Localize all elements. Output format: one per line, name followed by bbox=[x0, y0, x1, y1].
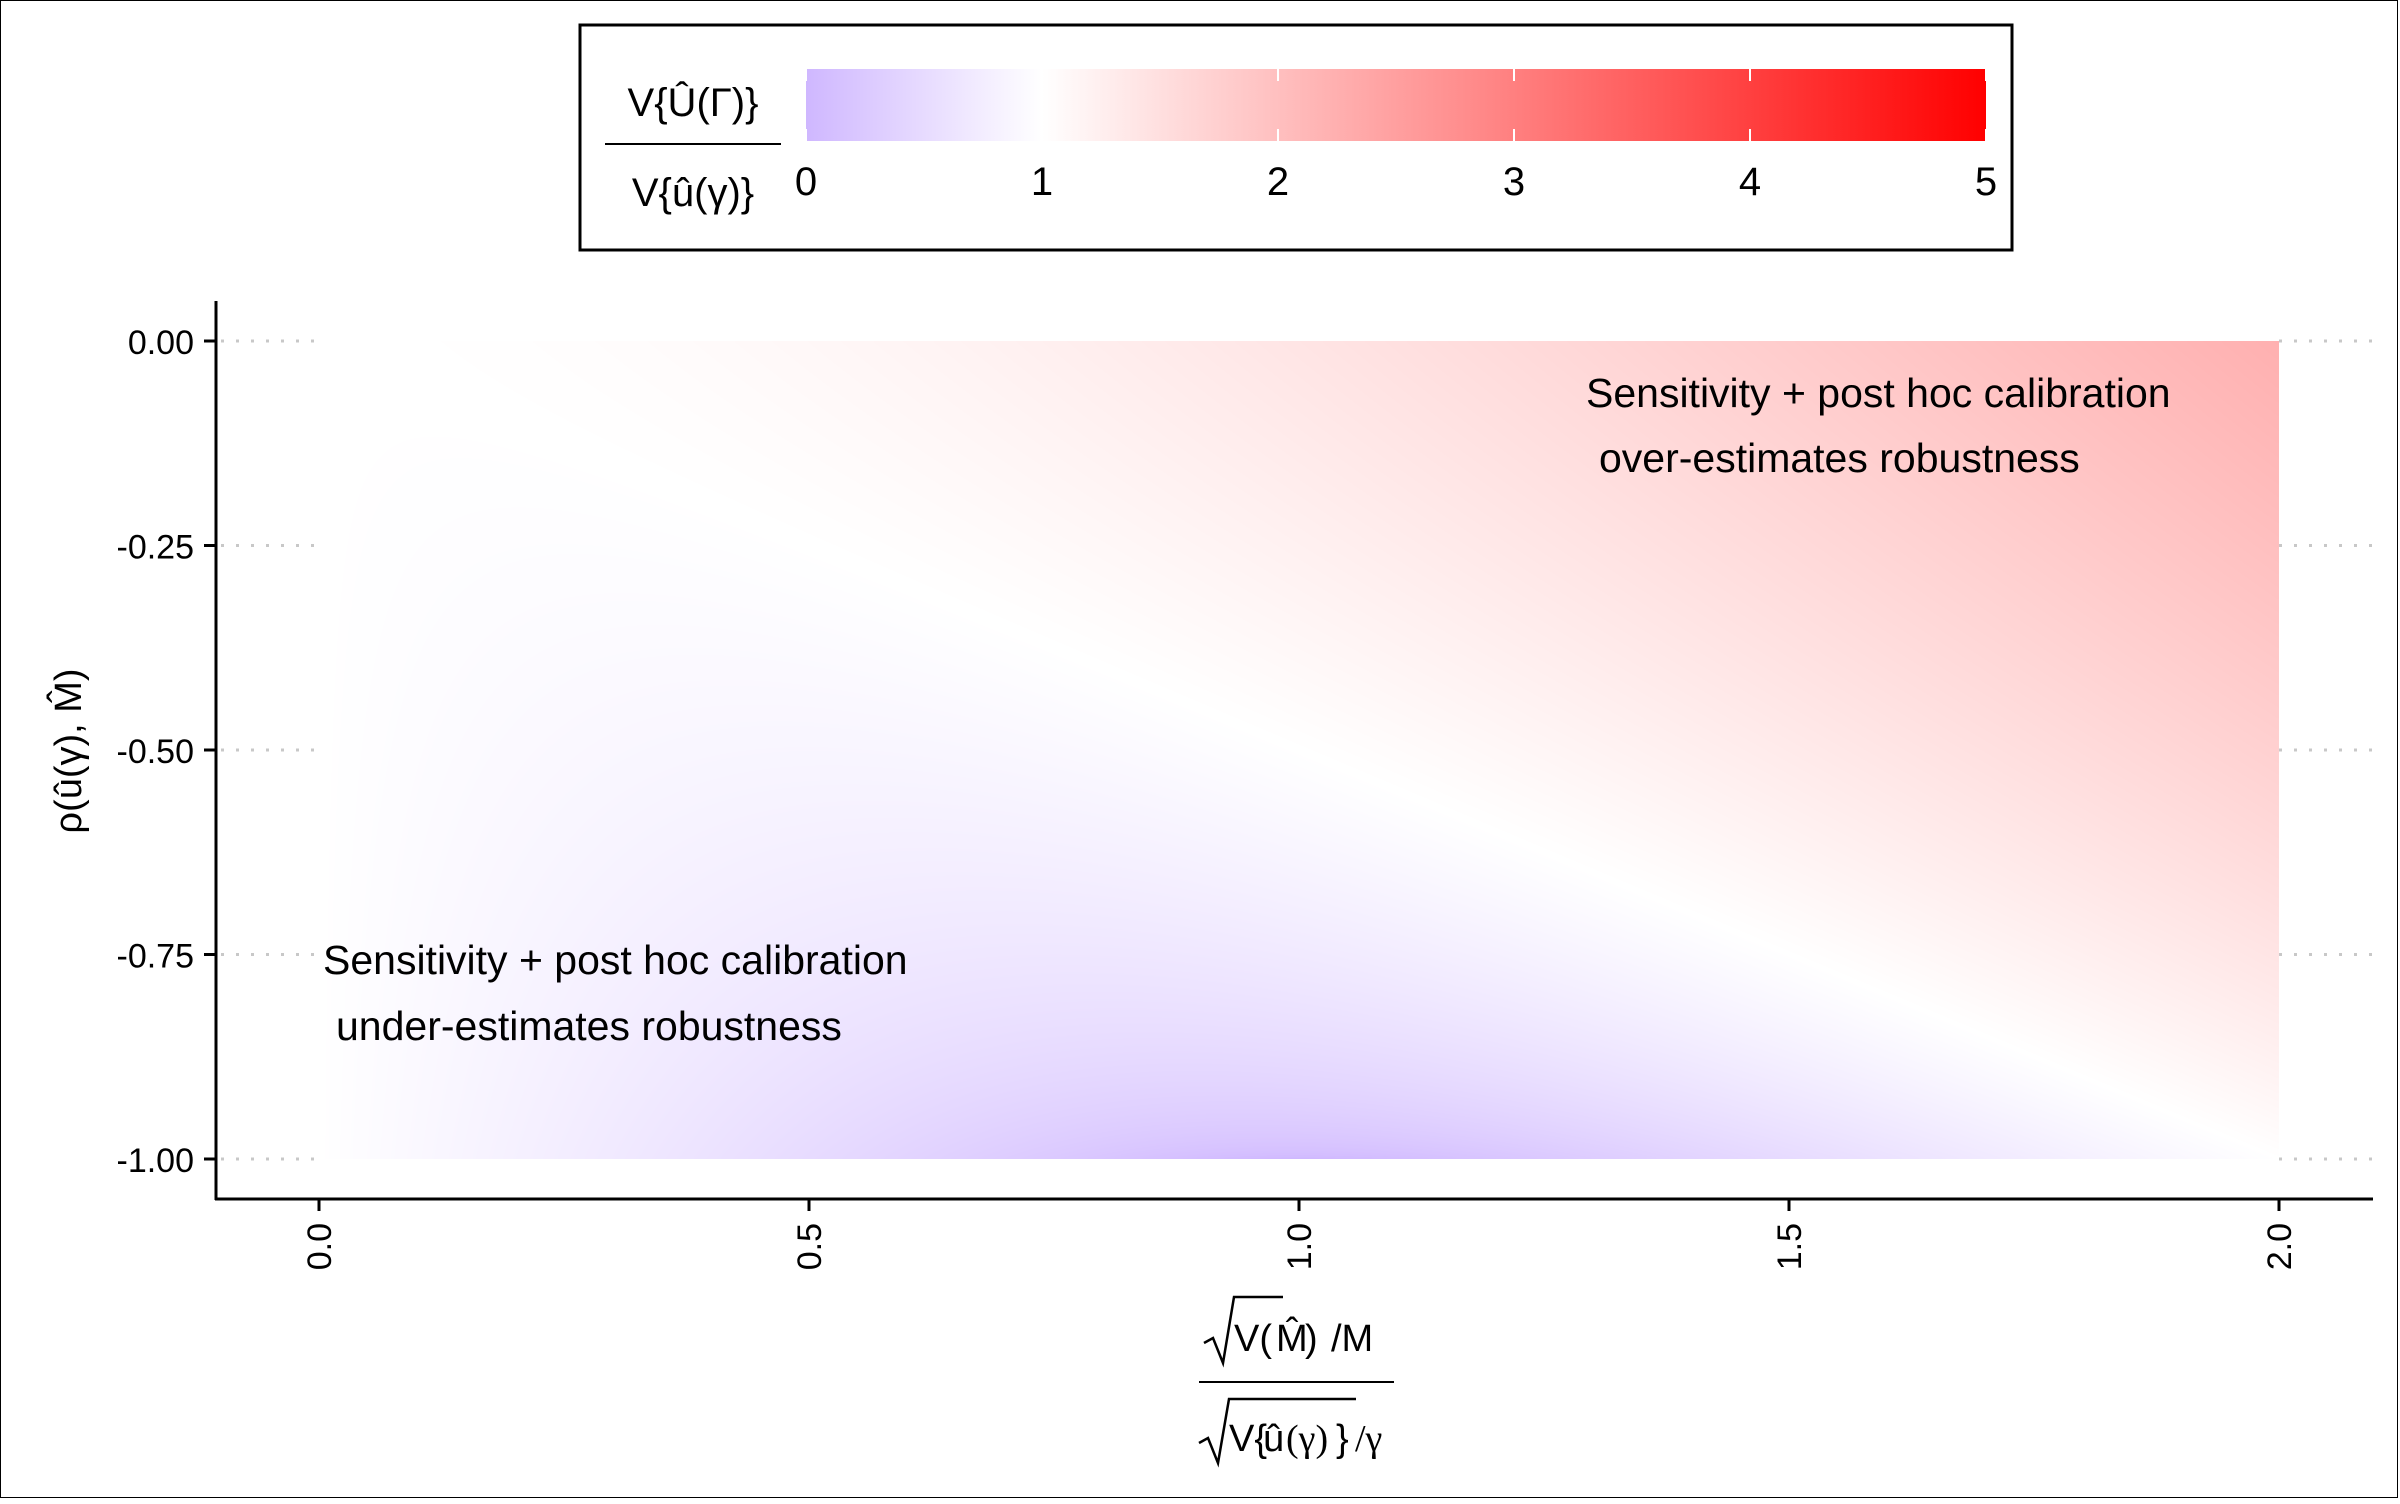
x-label-den-tail: /γ bbox=[1355, 1418, 1382, 1460]
colorbar-tick-label-2: 2 bbox=[1267, 160, 1289, 204]
colorbar-legend: V{Û(Γ)} V{û(γ)} 0 1 2 3 4 5 bbox=[578, 23, 2014, 252]
y-tick-label-0: 0.00 bbox=[128, 324, 194, 362]
colorbar-title-denominator: V{û(γ)} bbox=[632, 171, 754, 215]
colorbar-tick-label-0: 0 bbox=[795, 160, 817, 204]
annotation-under: Sensitivity + post hoc calibration under… bbox=[323, 937, 908, 1049]
colorbar-tick-label-1: 1 bbox=[1031, 160, 1053, 204]
y-tick-label-2: -0.50 bbox=[117, 733, 195, 771]
annotation-over: Sensitivity + post hoc calibration over-… bbox=[1586, 370, 2171, 481]
x-tick-label-3: 1.5 bbox=[1771, 1223, 1809, 1270]
gridlines bbox=[221, 339, 2381, 1161]
heatmap-surface bbox=[319, 341, 2279, 1159]
x-label-num-var: M̂ bbox=[1276, 1316, 1308, 1360]
x-label-num-tail: /M bbox=[1331, 1318, 1373, 1360]
y-tick-label-4: -1.00 bbox=[117, 1142, 195, 1180]
colorbar-ticks: 0 1 2 3 4 5 bbox=[795, 69, 1997, 204]
x-label-den-arg: (γ) bbox=[1286, 1418, 1328, 1460]
annotation-under-line1: Sensitivity + post hoc calibration bbox=[323, 937, 908, 983]
x-label-num-suffix: ) bbox=[1305, 1318, 1318, 1360]
x-label-den-suffix: } bbox=[1336, 1418, 1349, 1460]
plot-area: 0.00 -0.25 -0.50 -0.75 -1.00 0.0 0.5 1.0 1.5 2.0… bbox=[117, 301, 2381, 1270]
x-axis-label: V( M̂ ) /M V{ û (γ) } /γ bbox=[1198, 1295, 1394, 1468]
y-tick-label-1: -0.25 bbox=[117, 529, 195, 567]
colorbar-tick-label-4: 4 bbox=[1739, 160, 1761, 204]
annotation-under-line2: under-estimates robustness bbox=[336, 1003, 842, 1049]
x-tick-label-2: 1.0 bbox=[1281, 1223, 1319, 1270]
colorbar-gradient bbox=[806, 69, 1986, 141]
colorbar-tick-label-3: 3 bbox=[1503, 160, 1525, 204]
y-axis-label: ρ(û(γ), M̂) bbox=[46, 668, 90, 833]
x-label-den-radical bbox=[1198, 1397, 1356, 1468]
colorbar-title-numerator: V{Û(Γ)} bbox=[628, 80, 759, 125]
y-tick-label-3: -0.75 bbox=[117, 938, 195, 976]
x-axis-ticks: 0.0 0.5 1.0 1.5 2.0 bbox=[301, 1199, 2299, 1270]
x-label-num-prefix: V( bbox=[1234, 1318, 1272, 1360]
colorbar-tick-label-5: 5 bbox=[1975, 160, 1997, 204]
x-label-num-radical bbox=[1203, 1295, 1283, 1368]
x-label-den-prefix: V{ bbox=[1229, 1418, 1267, 1460]
x-tick-label-1: 0.5 bbox=[791, 1223, 829, 1270]
colorbar-title: V{Û(Γ)} V{û(γ)} bbox=[605, 80, 781, 215]
x-tick-label-0: 0.0 bbox=[301, 1223, 339, 1270]
annotation-over-line1: Sensitivity + post hoc calibration bbox=[1586, 370, 2171, 416]
annotation-over-line2: over-estimates robustness bbox=[1599, 435, 2080, 481]
y-axis-ticks: 0.00 -0.25 -0.50 -0.75 -1.00 bbox=[117, 324, 216, 1180]
heatmap-surface-container bbox=[319, 341, 2279, 1159]
x-label-den-var: û bbox=[1263, 1418, 1284, 1460]
x-tick-label-4: 2.0 bbox=[2261, 1223, 2299, 1270]
